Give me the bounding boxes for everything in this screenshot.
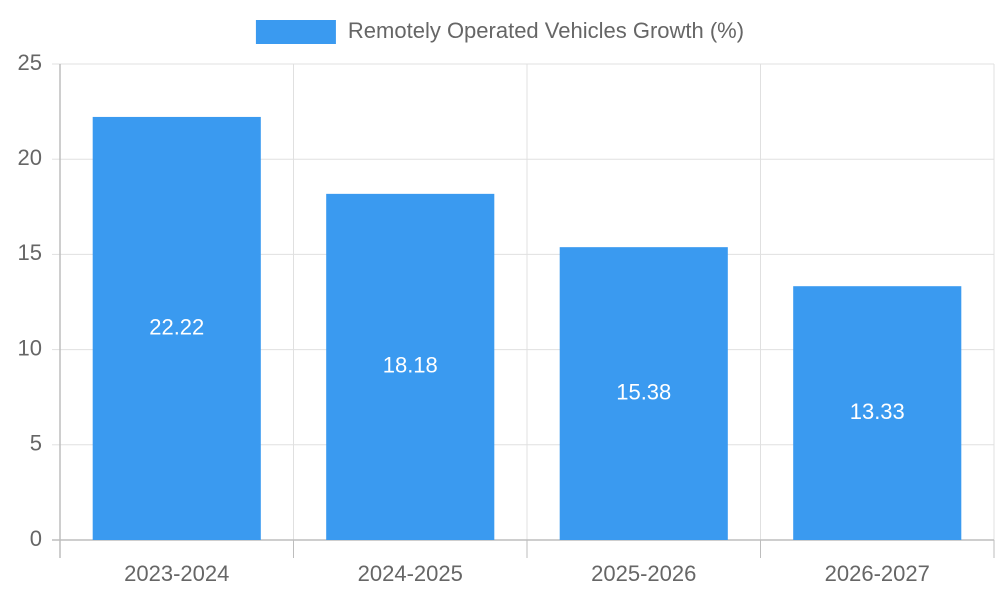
bars: [92, 116, 962, 541]
bar-data-label: 13.33: [850, 399, 905, 424]
y-tick-label: 25: [18, 50, 42, 75]
y-tick-label: 20: [18, 145, 42, 170]
x-tick-label: 2023-2024: [124, 561, 229, 586]
y-tick-label: 10: [18, 335, 42, 360]
legend-label[interactable]: Remotely Operated Vehicles Growth (%): [348, 18, 744, 43]
bar-data-label: 22.22: [149, 314, 204, 339]
bar[interactable]: [793, 286, 962, 540]
x-tick-label: 2025-2026: [591, 561, 696, 586]
x-tick-label: 2024-2025: [358, 561, 463, 586]
bar[interactable]: [92, 116, 261, 540]
tick-labels: 0 5 10 15 20 25 2023-2024 2024-2025 2025-2026 202…: [18, 50, 930, 586]
bar[interactable]: [326, 193, 495, 541]
bar-data-label: 18.18: [383, 353, 438, 378]
legend-swatch[interactable]: [255, 20, 336, 44]
y-tick-label: 15: [18, 240, 42, 265]
y-tick-label: 5: [30, 431, 42, 456]
legend[interactable]: Remotely Operated Vehicles Growth (%): [255, 18, 744, 44]
x-tick-label: 2026-2027: [825, 561, 930, 586]
data-labels: 22.22 18.18 15.38 13.33: [149, 314, 905, 424]
bar[interactable]: [559, 247, 728, 540]
bar-data-label: 15.38: [616, 379, 671, 404]
y-tick-label: 0: [30, 526, 42, 551]
